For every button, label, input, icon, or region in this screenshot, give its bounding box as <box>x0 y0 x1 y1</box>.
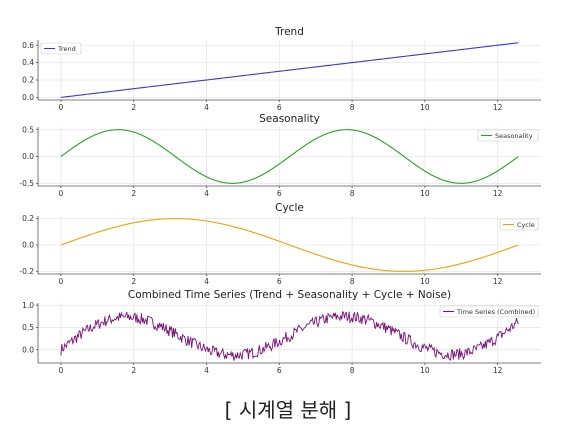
legend-label: Seasonality <box>495 132 533 140</box>
x-tick-label: 2 <box>131 103 136 112</box>
y-tick-label: 0.4 <box>22 58 34 67</box>
y-tick-label: 0.5 <box>22 125 34 134</box>
x-tick-label: 12 <box>493 189 503 198</box>
x-tick-label: 2 <box>131 366 136 375</box>
x-tick-label: 8 <box>350 189 355 198</box>
subplot-title: Seasonality <box>259 113 320 125</box>
subplot-4: Combined Time Series (Trend + Seasonalit… <box>22 289 541 375</box>
x-tick-label: 8 <box>350 103 355 112</box>
x-tick-label: 4 <box>204 277 209 286</box>
x-tick-label: 12 <box>493 366 503 375</box>
legend-box <box>477 129 539 142</box>
x-tick-label: 10 <box>420 103 430 112</box>
series-line <box>60 129 519 184</box>
x-tick-label: 10 <box>420 366 430 375</box>
x-tick-label: 4 <box>204 189 209 198</box>
x-tick-label: 6 <box>277 103 282 112</box>
figure-caption: [ 시계열 분해 ] <box>224 398 352 422</box>
subplot-title: Combined Time Series (Trend + Seasonalit… <box>128 289 451 301</box>
series-line <box>60 42 519 98</box>
y-tick-label: 0.0 <box>22 345 34 354</box>
x-tick-label: 12 <box>493 277 503 286</box>
y-tick-label: 0.0 <box>22 241 34 250</box>
y-tick-label: 0.5 <box>22 323 34 332</box>
legend-box <box>499 218 539 231</box>
x-tick-label: 2 <box>131 277 136 286</box>
y-tick-label: 0.2 <box>22 214 34 223</box>
x-tick-label: 8 <box>350 277 355 286</box>
x-tick-label: 6 <box>277 189 282 198</box>
legend-label: Cycle <box>517 221 535 229</box>
legend-box <box>439 305 539 318</box>
legend-box <box>40 42 82 55</box>
x-tick-label: 12 <box>493 103 503 112</box>
x-tick-label: 8 <box>350 366 355 375</box>
series-line <box>60 218 519 272</box>
y-tick-label: 0.0 <box>22 152 34 161</box>
x-tick-label: 0 <box>59 103 64 112</box>
series-line <box>60 310 519 361</box>
x-tick-label: 0 <box>59 366 64 375</box>
subplot-3: Cycle 0 2 4 6 8 10 12 -0.2 0.0 0.2 Cycle <box>19 202 541 286</box>
y-tick-label: -0.5 <box>19 179 34 188</box>
y-tick-label: 1.0 <box>22 301 34 310</box>
legend-label: Time Series (Combined) <box>456 308 535 316</box>
x-tick-label: 2 <box>131 189 136 198</box>
y-tick-label: 0.0 <box>22 93 34 102</box>
subplot-title: Trend <box>274 26 304 38</box>
x-tick-label: 4 <box>204 366 209 375</box>
x-tick-label: 0 <box>59 277 64 286</box>
x-tick-label: 10 <box>420 277 430 286</box>
y-tick-label: -0.2 <box>19 267 34 276</box>
x-tick-label: 10 <box>420 189 430 198</box>
x-tick-label: 6 <box>277 366 282 375</box>
x-tick-label: 4 <box>204 103 209 112</box>
subplot-title: Cycle <box>275 202 304 214</box>
y-tick-label: 0.2 <box>22 76 34 85</box>
subplot-2: Seasonality 0 2 4 6 8 10 12 -0.5 0.0 0.5 Seasonalit… <box>19 113 541 198</box>
subplot-1: Trend 0 2 4 6 8 10 12 0.0 0.2 0.4 0.6 Trend <box>22 26 541 112</box>
x-tick-label: 0 <box>59 189 64 198</box>
x-tick-label: 6 <box>277 277 282 286</box>
y-tick-label: 0.6 <box>22 41 34 50</box>
legend-label: Trend <box>57 45 76 53</box>
